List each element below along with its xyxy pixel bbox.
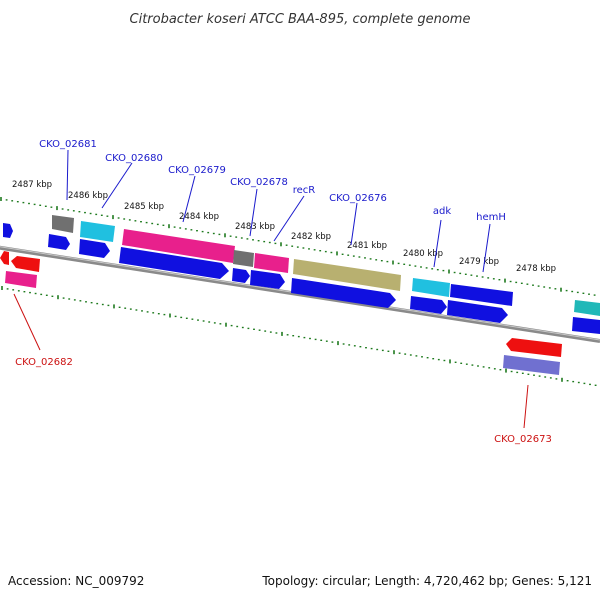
- gene-label-hemH[interactable]: hemH: [476, 212, 506, 223]
- leader-line: [101, 162, 133, 209]
- outer-tick-ring: [0, 197, 596, 296]
- gene-label-cko-02681[interactable]: CKO_02681: [39, 139, 97, 150]
- kbp-labels: 2487 kbp 2486 kbp 2485 kbp 2484 kbp 2483…: [12, 180, 556, 274]
- reverse-track: [0, 251, 562, 375]
- reverse-gene-feature[interactable]: [506, 338, 562, 357]
- cds-feature[interactable]: [119, 247, 229, 279]
- leader-line: [13, 293, 41, 351]
- leader-line: [273, 195, 305, 242]
- leader-line: [66, 149, 69, 201]
- gene-feature[interactable]: [233, 250, 254, 267]
- cds-feature[interactable]: [3, 223, 13, 238]
- reverse-gene-feature[interactable]: [11, 256, 40, 272]
- kbp-label: 2478 kbp: [516, 264, 556, 274]
- gene-feature[interactable]: [450, 284, 513, 306]
- map-title: Citrobacter koseri ATCC BAA-895, complet…: [130, 12, 471, 27]
- cds-feature[interactable]: [48, 234, 70, 250]
- inner-tick-ring: [1, 286, 597, 386]
- kbp-label: 2480 kbp: [403, 249, 443, 259]
- cds-feature[interactable]: [250, 270, 285, 289]
- leader-line: [433, 219, 442, 268]
- leader-line: [249, 188, 258, 237]
- cds-feature[interactable]: [572, 317, 600, 334]
- accession-text: Accession: NC_009792: [8, 574, 145, 588]
- kbp-label: 2483 kbp: [235, 222, 275, 232]
- cds-feature[interactable]: [447, 300, 508, 323]
- leader-line: [350, 202, 358, 246]
- cds-feature[interactable]: [79, 239, 110, 258]
- gene-feature[interactable]: [122, 229, 235, 263]
- gene-feature[interactable]: [574, 300, 600, 316]
- reverse-gene-feature[interactable]: [0, 251, 9, 265]
- cds-feature[interactable]: [410, 296, 447, 314]
- gene-feature[interactable]: [52, 215, 74, 233]
- kbp-label: 2485 kbp: [124, 202, 164, 212]
- genome-summary-text: Topology: circular; Length: 4,720,462 bp…: [262, 574, 592, 588]
- kbp-label: 2481 kbp: [347, 241, 387, 251]
- cds-feature[interactable]: [291, 278, 396, 308]
- cds-track: [3, 223, 600, 334]
- gene-label-cko-02678[interactable]: CKO_02678: [230, 177, 288, 188]
- kbp-label: 2487 kbp: [12, 180, 52, 190]
- gene-label-cko-02682[interactable]: CKO_02682: [15, 357, 73, 368]
- kbp-label: 2482 kbp: [291, 232, 331, 242]
- gene-label-recR[interactable]: recR: [293, 185, 316, 196]
- gene-label-cko-02679[interactable]: CKO_02679: [168, 165, 226, 176]
- gene-feature[interactable]: [80, 221, 115, 242]
- gene-label-cko-02673[interactable]: CKO_02673: [494, 434, 552, 445]
- gene-feature[interactable]: [254, 253, 289, 273]
- gene-label-adk[interactable]: adk: [433, 206, 451, 217]
- gene-label-cko-02676[interactable]: CKO_02676: [329, 193, 387, 204]
- leader-line: [482, 223, 491, 273]
- feature-track-outer: [52, 215, 600, 316]
- kbp-label: 2484 kbp: [179, 212, 219, 222]
- gene-feature[interactable]: [293, 259, 401, 291]
- gene-feature[interactable]: [412, 278, 450, 297]
- kbp-label: 2486 kbp: [68, 191, 108, 201]
- leader-line: [182, 175, 196, 223]
- leader-line: [523, 384, 529, 429]
- reverse-gene-feature[interactable]: [5, 271, 37, 288]
- gene-labels: CKO_02681 CKO_02680 CKO_02679 CKO_02678 …: [13, 139, 552, 445]
- kbp-label: 2479 kbp: [459, 257, 499, 267]
- gene-label-cko-02680[interactable]: CKO_02680: [105, 153, 163, 164]
- reverse-gene-feature[interactable]: [503, 355, 560, 375]
- cds-feature[interactable]: [232, 268, 250, 283]
